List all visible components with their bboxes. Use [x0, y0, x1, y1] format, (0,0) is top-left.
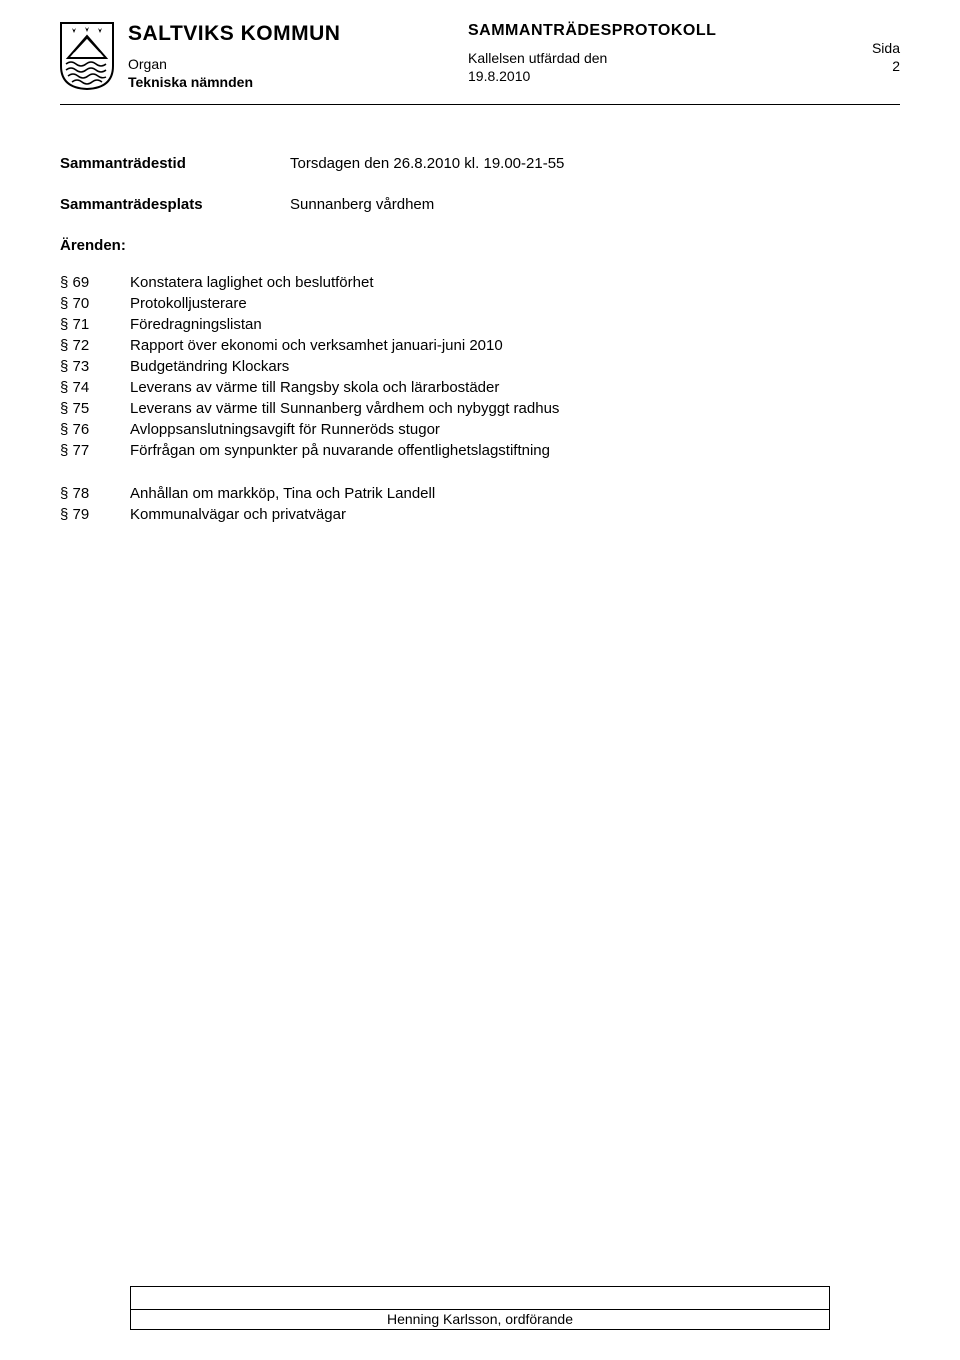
agenda-item-number: § 79: [60, 506, 130, 523]
agenda-item-text: Konstatera laglighet och beslutförhet: [130, 274, 900, 291]
agenda-item-number: § 76: [60, 421, 130, 438]
header-divider: [60, 104, 900, 105]
agenda-items-group-a: § 69Konstatera laglighet och beslutförhe…: [60, 274, 900, 459]
meeting-time-label: Sammanträdestid: [60, 155, 290, 172]
document-type: SAMMANTRÄDESPROTOKOLL: [468, 22, 840, 40]
meeting-meta: Sammanträdestid Torsdagen den 26.8.2010 …: [60, 155, 900, 523]
agenda-item-number: § 73: [60, 358, 130, 375]
agenda-item: § 79Kommunalvägar och privatvägar: [60, 506, 900, 523]
agenda-item-number: § 77: [60, 442, 130, 459]
meeting-place-value: Sunnanberg vårdhem: [290, 196, 434, 213]
agenda-item-number: § 69: [60, 274, 130, 291]
agenda-item-number: § 75: [60, 400, 130, 417]
agenda-item-text: Avloppsanslutningsavgift för Runneröds s…: [130, 421, 900, 438]
meeting-time-row: Sammanträdestid Torsdagen den 26.8.2010 …: [60, 155, 900, 172]
agenda-item: § 76Avloppsanslutningsavgift för Runnerö…: [60, 421, 900, 438]
agenda-item-text: Rapport över ekonomi och verksamhet janu…: [130, 337, 900, 354]
agenda-item-number: § 70: [60, 295, 130, 312]
agenda-item-text: Budgetändring Klockars: [130, 358, 900, 375]
meeting-place-row: Sammanträdesplats Sunnanberg vårdhem: [60, 196, 900, 213]
agenda-items-group-b: § 78Anhållan om markköp, Tina och Patrik…: [60, 485, 900, 523]
meeting-time-value: Torsdagen den 26.8.2010 kl. 19.00-21-55: [290, 155, 564, 172]
agenda-label: Ärenden:: [60, 237, 900, 254]
meeting-place-label: Sammanträdesplats: [60, 196, 290, 213]
page: SALTVIKS KOMMUN Organ Tekniska nämnden S…: [0, 0, 960, 1360]
signature-box: Henning Karlsson, ordförande: [130, 1286, 830, 1330]
agenda-item: § 75Leverans av värme till Sunnanberg vå…: [60, 400, 900, 417]
summons-date: 19.8.2010: [468, 68, 840, 84]
header-middle: SAMMANTRÄDESPROTOKOLL Kallelsen utfärdad…: [468, 22, 840, 84]
agenda-item: § 77Förfrågan om synpunkter på nuvarande…: [60, 442, 900, 459]
header-right: Sida 2: [840, 22, 900, 74]
agenda-items-gap: [60, 463, 900, 485]
agenda-item-number: § 74: [60, 379, 130, 396]
agenda-item: § 78Anhållan om markköp, Tina och Patrik…: [60, 485, 900, 502]
agenda-item: § 72Rapport över ekonomi och verksamhet …: [60, 337, 900, 354]
page-header: SALTVIKS KOMMUN Organ Tekniska nämnden S…: [60, 22, 900, 90]
agenda-item-text: Protokolljusterare: [130, 295, 900, 312]
municipality-name: SALTVIKS KOMMUN: [128, 22, 468, 46]
agenda-item: § 74Leverans av värme till Rangsby skola…: [60, 379, 900, 396]
agenda-item: § 73Budgetändring Klockars: [60, 358, 900, 375]
organ-label: Organ: [128, 56, 468, 72]
organ-name: Tekniska nämnden: [128, 74, 468, 90]
agenda-item-number: § 72: [60, 337, 130, 354]
agenda-item-number: § 78: [60, 485, 130, 502]
agenda-item: § 70Protokolljusterare: [60, 295, 900, 312]
agenda-item: § 71Föredragningslistan: [60, 316, 900, 333]
summons-label: Kallelsen utfärdad den: [468, 50, 840, 66]
signature-box-divider: [131, 1309, 829, 1310]
agenda-item-number: § 71: [60, 316, 130, 333]
header-left: SALTVIKS KOMMUN Organ Tekniska nämnden: [128, 22, 468, 90]
agenda-item-text: Förfrågan om synpunkter på nuvarande off…: [130, 442, 900, 459]
page-number: 2: [840, 58, 900, 74]
page-label: Sida: [840, 40, 900, 56]
agenda-item: § 69Konstatera laglighet och beslutförhe…: [60, 274, 900, 291]
agenda-item-text: Föredragningslistan: [130, 316, 900, 333]
agenda-item-text: Leverans av värme till Sunnanberg vårdhe…: [130, 400, 900, 417]
agenda-item-text: Anhållan om markköp, Tina och Patrik Lan…: [130, 485, 900, 502]
agenda-item-text: Leverans av värme till Rangsby skola och…: [130, 379, 900, 396]
municipal-crest-icon: [60, 22, 114, 90]
signature-text: Henning Karlsson, ordförande: [131, 1311, 829, 1327]
agenda-item-text: Kommunalvägar och privatvägar: [130, 506, 900, 523]
